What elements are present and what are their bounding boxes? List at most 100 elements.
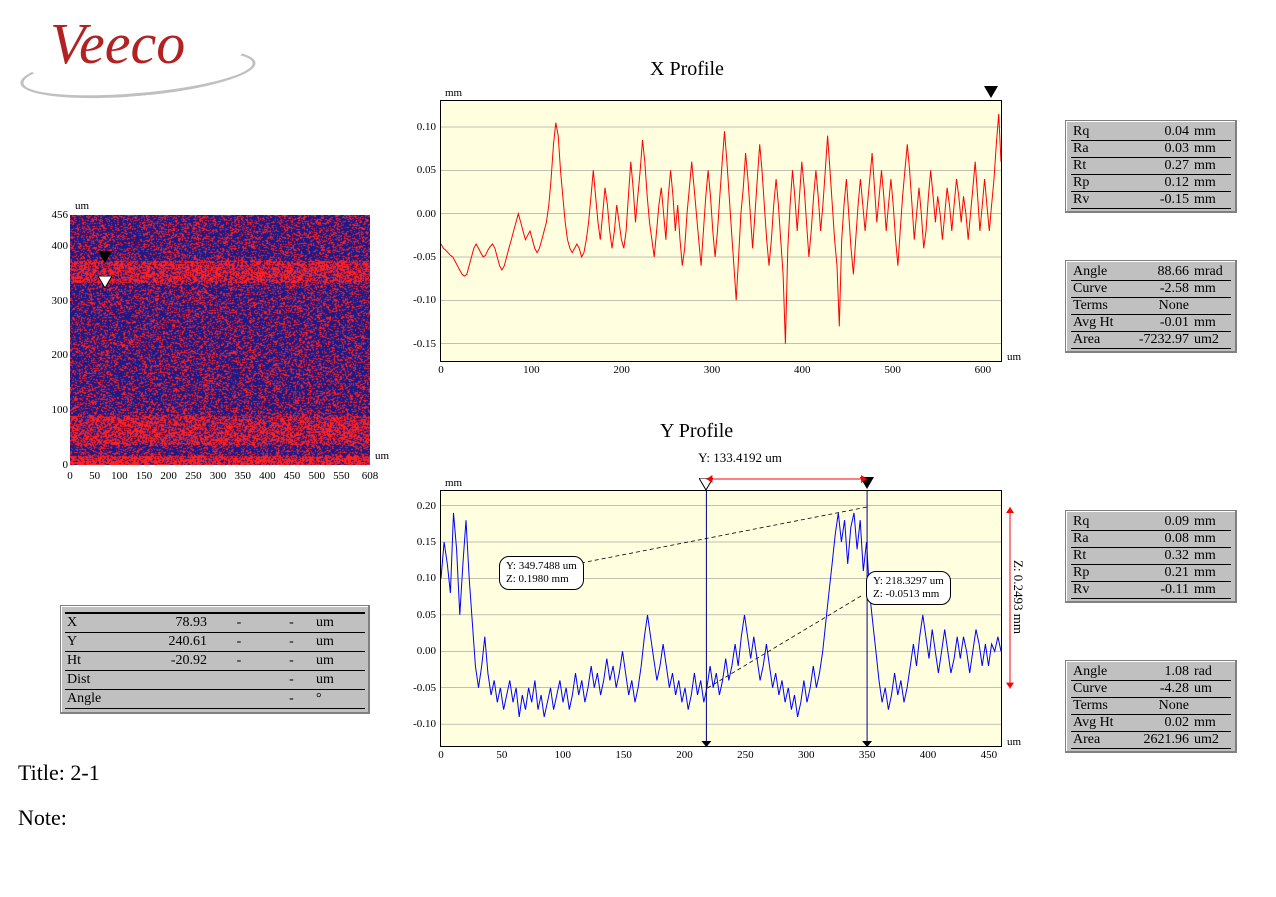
z-measure-label: Z: 0.2493 mm xyxy=(1010,560,1026,634)
chart-xtick: 250 xyxy=(737,746,754,761)
chart-ytick: -0.05 xyxy=(413,251,441,263)
chart-xtick: 400 xyxy=(920,746,937,761)
chart-ytick: 0.15 xyxy=(417,536,441,548)
cursor-table: X78.93--umY240.61--umHt-20.92--umDist-um… xyxy=(60,605,370,714)
stats-row: Rv-0.11mm xyxy=(1071,582,1231,599)
stats-row: Area-7232.97um2 xyxy=(1071,332,1231,349)
x-profile-title: X Profile xyxy=(650,58,724,81)
stats-row: Curve-4.28um xyxy=(1071,681,1231,698)
chart-ytick: 0.10 xyxy=(417,121,441,133)
stats-row: Rq0.04mm xyxy=(1071,124,1231,141)
y-profile-title: Y Profile xyxy=(660,420,733,443)
chart-xtick: 100 xyxy=(523,361,540,376)
stats-row: Ra0.03mm xyxy=(1071,141,1231,158)
chart-xtick: 300 xyxy=(704,361,721,376)
callout-line: Z: -0.0513 mm xyxy=(873,588,944,601)
stats-row: Curve-2.58mm xyxy=(1071,281,1231,298)
cursor-row: X78.93--um xyxy=(65,613,365,633)
heatmap-xtick: 300 xyxy=(210,470,227,482)
chart-xtick: 200 xyxy=(676,746,693,761)
note-area: Note: xyxy=(18,805,67,831)
heatmap-ytick: 100 xyxy=(52,404,69,416)
cursor-row: Angle-° xyxy=(65,690,365,709)
stats-row: Rp0.21mm xyxy=(1071,565,1231,582)
heatmap-marker-white-icon[interactable] xyxy=(98,275,112,293)
chart-xtick: 500 xyxy=(884,361,901,376)
chart-xtick: 0 xyxy=(438,746,444,761)
stats-row: Angle88.66mrad xyxy=(1071,264,1231,281)
stats-row: TermsNone xyxy=(1071,298,1231,315)
x-profile-x-unit: um xyxy=(1007,351,1021,363)
chart-xtick: 150 xyxy=(615,746,632,761)
heatmap-xtick: 100 xyxy=(111,470,128,482)
chart-ytick: -0.05 xyxy=(413,682,441,694)
chart-xtick: 350 xyxy=(859,746,876,761)
heatmap-xtick: 350 xyxy=(234,470,251,482)
chart-xtick: 450 xyxy=(981,746,998,761)
chart-xtick: 200 xyxy=(613,361,630,376)
stats-row: Area2621.96um2 xyxy=(1071,732,1231,749)
heatmap-xtick: 450 xyxy=(284,470,301,482)
callout-line: Y: 349.7488 um xyxy=(506,560,577,573)
stats-row: Rq0.09mm xyxy=(1071,514,1231,531)
stats-row: Rt0.32mm xyxy=(1071,548,1231,565)
chart-xtick: 100 xyxy=(554,746,571,761)
x-profile-chart[interactable]: mm um -0.15-0.10-0.050.000.050.100100200… xyxy=(440,100,1002,362)
heatmap-marker-black-icon[interactable] xyxy=(98,251,112,263)
stats-row: Rp0.12mm xyxy=(1071,175,1231,192)
stats-x-geometry: Angle88.66mradCurve-2.58mmTermsNoneAvg H… xyxy=(1065,260,1237,353)
heatmap-xtick: 50 xyxy=(89,470,100,482)
x-profile-y-unit: mm xyxy=(445,87,462,99)
callout-line: Z: 0.1980 mm xyxy=(506,573,577,586)
x-profile-marker-icon[interactable] xyxy=(984,86,998,98)
chart-ytick: 0.05 xyxy=(417,164,441,176)
y-measure-label: Y: 133.4192 um xyxy=(640,450,840,466)
heatmap-xtick: 150 xyxy=(136,470,153,482)
chart-ytick: -0.10 xyxy=(413,294,441,306)
chart-ytick: 0.00 xyxy=(417,645,441,657)
heatmap-area: um um 0100200300400456 05010015020025030… xyxy=(20,210,380,490)
stats-row: Angle1.08rad xyxy=(1071,664,1231,681)
heatmap-ytick: 200 xyxy=(52,349,69,361)
stats-row: Ra0.08mm xyxy=(1071,531,1231,548)
heatmap-xtick: 0 xyxy=(67,470,73,482)
y-profile-chart[interactable]: mm um -0.10-0.050.000.050.100.150.200501… xyxy=(440,490,1002,747)
chart-xtick: 0 xyxy=(438,361,444,376)
stats-row: TermsNone xyxy=(1071,698,1231,715)
heatmap-ytick: 400 xyxy=(52,240,69,252)
heatmap-canvas[interactable] xyxy=(70,215,370,465)
logo: Veeco xyxy=(20,10,260,100)
stats-row: Avg Ht-0.01mm xyxy=(1071,315,1231,332)
chart-ytick: 0.10 xyxy=(417,572,441,584)
chart-ytick: -0.15 xyxy=(413,338,441,350)
chart-ytick: 0.00 xyxy=(417,208,441,220)
title-value: 2-1 xyxy=(70,760,99,785)
title-label: Title: xyxy=(18,760,65,785)
logo-text: Veeco xyxy=(50,10,185,77)
heatmap-xtick: 200 xyxy=(160,470,177,482)
callout-1: Y: 349.7488 umZ: 0.1980 mm xyxy=(499,556,584,590)
callout-2: Y: 218.3297 umZ: -0.0513 mm xyxy=(866,571,951,605)
heatmap-xtick: 400 xyxy=(259,470,276,482)
stats-x-roughness: Rq0.04mmRa0.03mmRt0.27mmRp0.12mmRv-0.15m… xyxy=(1065,120,1237,213)
heatmap-xtick: 250 xyxy=(185,470,202,482)
chart-xtick: 300 xyxy=(798,746,815,761)
stats-y-geometry: Angle1.08radCurve-4.28umTermsNoneAvg Ht0… xyxy=(1065,660,1237,753)
chart-ytick: -0.10 xyxy=(413,718,441,730)
cursor-row: Y240.61--um xyxy=(65,633,365,652)
chart-ytick: 0.20 xyxy=(417,500,441,512)
note-label: Note: xyxy=(18,805,67,830)
measure-arrow-icon xyxy=(441,469,1001,489)
heatmap-ytick: 300 xyxy=(52,295,69,307)
chart-xtick: 400 xyxy=(794,361,811,376)
heatmap-x-unit: um xyxy=(375,450,389,462)
heatmap-ytick: 456 xyxy=(52,209,69,221)
stats-row: Avg Ht0.02mm xyxy=(1071,715,1231,732)
stats-y-roughness: Rq0.09mmRa0.08mmRt0.32mmRp0.21mmRv-0.11m… xyxy=(1065,510,1237,603)
stats-row: Rt0.27mm xyxy=(1071,158,1231,175)
chart-xtick: 50 xyxy=(496,746,507,761)
heatmap-xtick: 550 xyxy=(333,470,350,482)
chart-ytick: 0.05 xyxy=(417,609,441,621)
cursor-row: Ht-20.92--um xyxy=(65,652,365,671)
chart-xtick: 600 xyxy=(975,361,992,376)
